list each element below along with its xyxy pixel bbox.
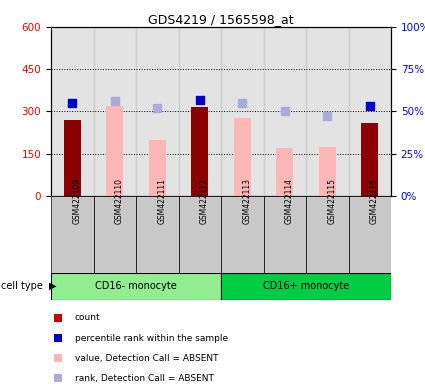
Bar xyxy=(276,148,293,196)
Bar xyxy=(361,122,378,196)
Point xyxy=(54,375,61,381)
Text: GSM422112: GSM422112 xyxy=(200,178,209,224)
Point xyxy=(324,113,331,119)
Bar xyxy=(264,196,306,273)
Bar xyxy=(178,196,221,273)
Text: GSM422110: GSM422110 xyxy=(115,178,124,224)
Bar xyxy=(234,118,251,196)
Text: cell type: cell type xyxy=(0,281,42,291)
Title: GDS4219 / 1565598_at: GDS4219 / 1565598_at xyxy=(148,13,294,26)
Text: CD16+ monocyte: CD16+ monocyte xyxy=(263,281,349,291)
Bar xyxy=(106,106,123,196)
Bar xyxy=(136,27,178,196)
Bar xyxy=(191,107,208,196)
Text: rank, Detection Call = ABSENT: rank, Detection Call = ABSENT xyxy=(75,374,214,383)
Bar xyxy=(348,27,391,196)
Bar xyxy=(94,27,136,196)
Bar xyxy=(64,120,81,196)
Point xyxy=(111,98,118,104)
Text: GSM422116: GSM422116 xyxy=(370,178,379,224)
Bar xyxy=(136,196,178,273)
Bar xyxy=(149,139,166,196)
Bar xyxy=(221,27,264,196)
Text: GSM422113: GSM422113 xyxy=(242,178,251,224)
Text: GSM422115: GSM422115 xyxy=(327,178,336,224)
Point xyxy=(69,100,76,106)
Bar xyxy=(94,196,136,273)
Point xyxy=(366,103,373,109)
Text: CD16- monocyte: CD16- monocyte xyxy=(95,281,177,291)
Point xyxy=(196,96,203,103)
Bar xyxy=(178,27,221,196)
Point xyxy=(54,355,61,361)
Bar xyxy=(264,27,306,196)
Text: GSM422114: GSM422114 xyxy=(285,178,294,224)
Point xyxy=(54,335,61,341)
Text: value, Detection Call = ABSENT: value, Detection Call = ABSENT xyxy=(75,354,218,363)
Bar xyxy=(221,273,391,300)
Bar xyxy=(221,196,264,273)
Point xyxy=(154,105,161,111)
Text: GSM422109: GSM422109 xyxy=(72,178,81,224)
Bar xyxy=(348,196,391,273)
Bar xyxy=(51,27,94,196)
Point xyxy=(54,315,61,321)
Bar xyxy=(306,196,348,273)
Bar xyxy=(51,196,94,273)
Point xyxy=(281,108,288,114)
Text: count: count xyxy=(75,313,100,323)
Bar xyxy=(51,273,221,300)
Bar xyxy=(306,27,348,196)
Text: GSM422111: GSM422111 xyxy=(157,178,166,224)
Point xyxy=(239,100,246,106)
Text: percentile rank within the sample: percentile rank within the sample xyxy=(75,334,228,343)
Text: ▶: ▶ xyxy=(49,281,57,291)
Bar xyxy=(319,147,336,196)
